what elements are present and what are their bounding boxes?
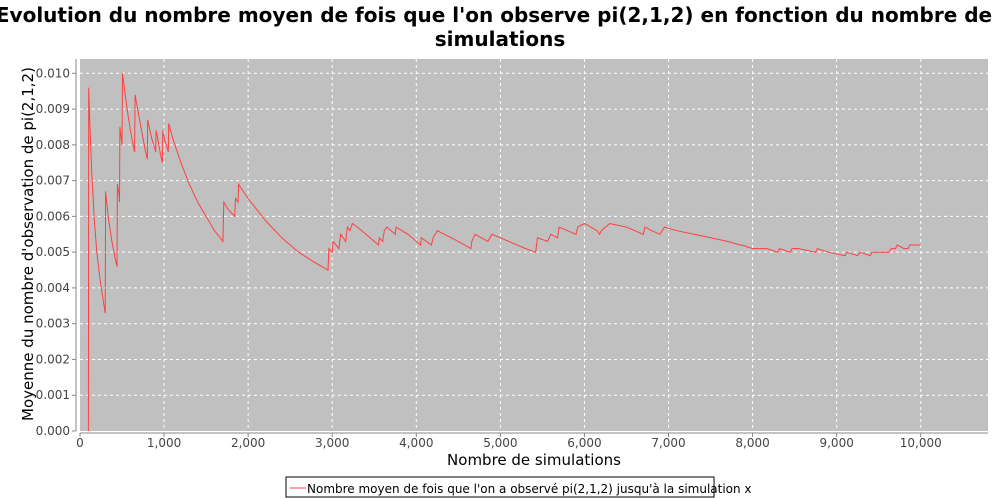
y-axis-label: Moyenne du nombre d'observation de pi(2,… [19,67,37,421]
x-tick-label: 0 [76,436,84,450]
x-tick-label: 9,000 [819,436,853,450]
legend-label: Nombre moyen de fois que l'on a observé … [307,482,752,496]
x-tick-label: 4,000 [399,436,433,450]
x-tick-label: 2,000 [231,436,265,450]
y-tick-label: 0.002 [36,352,70,366]
x-tick-label: 10,000 [900,436,942,450]
y-tick-label: 0.005 [36,245,70,259]
x-tick-label: 3,000 [315,436,349,450]
x-tick-label: 5,000 [483,436,517,450]
x-tick-label: 7,000 [651,436,685,450]
legend: Nombre moyen de fois que l'on a observé … [285,476,752,498]
tick-labels: 0 1,000 2,000 3,000 4,000 5,000 6,000 7,000 8,00… [36,66,942,450]
legend-box [285,476,715,498]
y-tick-label: 0.009 [36,102,70,116]
y-tick-label: 0.003 [36,317,70,331]
chart-title-line-1: Evolution du nombre moyen de fois que l'… [0,3,992,27]
x-axis-label: Nombre de simulations [447,451,621,469]
chart-title-line-2: simulations [435,27,566,51]
x-tick-label: 1,000 [147,436,181,450]
grid-lines [80,59,988,431]
series-layer [87,73,921,432]
plot-area [80,59,988,431]
series-line-0 [87,73,921,432]
x-tick-label: 8,000 [735,436,769,450]
y-tick-label: 0.001 [36,388,70,402]
y-tick-label: 0.004 [36,281,70,295]
y-tick-label: 0.010 [36,66,70,80]
y-tick-label: 0.008 [36,138,70,152]
y-tick-label: 0.006 [36,209,70,223]
x-tick-label: 6,000 [567,436,601,450]
y-tick-label: 0.000 [36,424,70,438]
y-tick-label: 0.007 [36,174,70,188]
